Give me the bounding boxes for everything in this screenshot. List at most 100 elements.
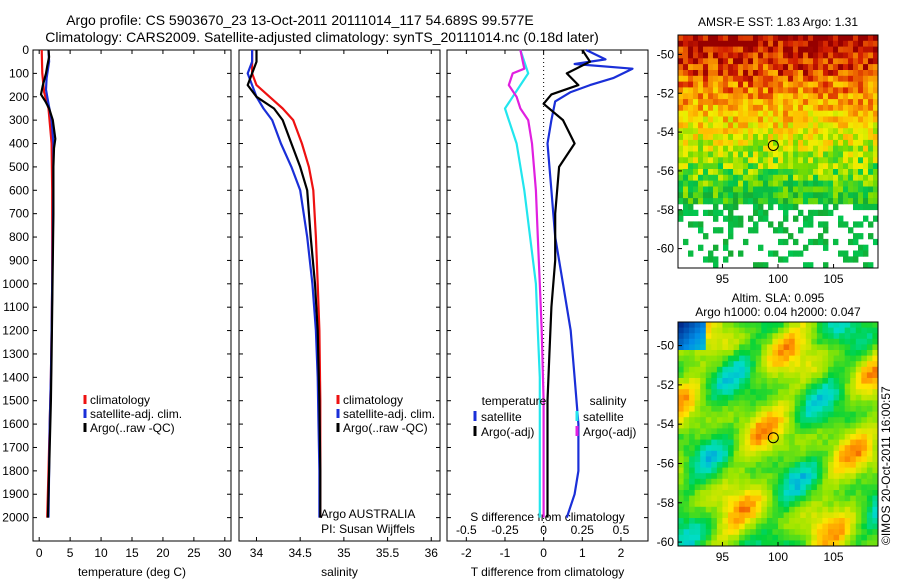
sst-cell [803, 134, 809, 141]
sst-cell [848, 180, 854, 187]
sla-cell [755, 518, 762, 524]
sst-cell [858, 186, 864, 193]
sla-cell [794, 523, 801, 530]
sst-cell [688, 116, 694, 123]
sst-cell [813, 192, 819, 199]
sla-cell [755, 434, 762, 440]
sst-cell [678, 157, 684, 164]
sst-cell [873, 174, 879, 181]
sst-cell [853, 87, 859, 94]
sst-cell [858, 233, 864, 240]
sla-cell [733, 523, 740, 530]
sla-cell [678, 389, 684, 396]
sla-cell [861, 501, 868, 508]
sla-cell [772, 383, 779, 390]
sla-cell [828, 506, 834, 513]
sla-cell [755, 411, 762, 418]
sla-cell [755, 523, 762, 530]
sla-cell [716, 327, 723, 334]
sst-cell [753, 75, 759, 82]
sla-cell [689, 506, 696, 513]
sla-cell [700, 428, 707, 435]
sla-cell [805, 361, 812, 368]
sla-cell [711, 456, 718, 463]
sla-cell [789, 523, 796, 530]
sst-cell [803, 169, 809, 176]
sst-cell [738, 70, 744, 77]
sst-cell [713, 139, 719, 147]
sst-cell [733, 180, 739, 187]
sst-cell [713, 244, 719, 251]
sst-cell [873, 93, 879, 100]
sla-cell [839, 350, 846, 356]
sla-cell [822, 529, 829, 536]
sst-cell [703, 198, 709, 205]
sst-cell [678, 151, 684, 158]
sst-cell [718, 87, 724, 94]
imos-credit: ©IMOS 20-Oct-2011 16:00:57 [879, 386, 893, 545]
sla-cell [700, 473, 707, 480]
sst-cell [858, 203, 864, 211]
sst-cell [813, 40, 819, 47]
sla-cell [794, 490, 801, 496]
sla-cell [839, 394, 846, 401]
sla-cell [839, 540, 846, 547]
sla-cell [872, 394, 879, 401]
sst-cell [838, 192, 844, 199]
sla-cell [789, 422, 796, 429]
sla-cell [811, 350, 818, 356]
sla-cell [800, 456, 807, 463]
sst-cell [843, 250, 849, 257]
sla-cell [800, 534, 807, 541]
sst-cell [753, 128, 759, 135]
sla-cell [755, 355, 762, 362]
sst-cell [808, 99, 814, 106]
sla-cell [861, 406, 868, 412]
sst-cell [693, 174, 699, 181]
sla-cell [722, 333, 729, 340]
sst-cell [743, 81, 749, 88]
sla-cell [828, 473, 834, 480]
sla-cell [766, 327, 773, 334]
sla-cell [694, 389, 701, 396]
sst-cell [728, 40, 734, 47]
sla-cell [683, 501, 690, 508]
sst-cell [793, 116, 799, 123]
sla-cell [833, 422, 840, 429]
sst-cell [723, 244, 729, 251]
sla-cell [833, 434, 840, 440]
sst-cell [753, 139, 759, 147]
sla-cell [772, 540, 779, 547]
sla-cell [833, 383, 840, 390]
sst-cell [793, 128, 799, 135]
sst-cell [738, 46, 744, 53]
sst-cell [768, 157, 774, 164]
sst-cell [833, 70, 839, 77]
sla-cell [811, 361, 818, 368]
sst-cell [698, 174, 704, 181]
sla-cell [755, 333, 762, 340]
sla-cell [844, 428, 851, 435]
sst-cell [718, 58, 724, 65]
sst-cell [738, 157, 744, 164]
sst-cell [713, 128, 719, 135]
sst-cell [843, 99, 849, 106]
sst-cell [798, 46, 804, 53]
sst-cell [863, 81, 869, 88]
sla-cell [716, 355, 723, 362]
sla-cell [866, 406, 873, 412]
sla-cell [694, 344, 701, 351]
sla-cell [805, 322, 812, 328]
sst-cell [708, 104, 714, 112]
sla-cell [805, 355, 812, 362]
sst-cell [708, 58, 714, 65]
sst-cell [828, 75, 834, 82]
sst-cell [838, 145, 844, 152]
sla-cell [844, 439, 851, 446]
sst-cell [728, 104, 734, 112]
sla-cell [750, 344, 757, 351]
sla-cell [778, 495, 784, 502]
sst-cell [683, 81, 689, 88]
sla-cell [844, 406, 851, 412]
sla-cell [872, 400, 879, 407]
